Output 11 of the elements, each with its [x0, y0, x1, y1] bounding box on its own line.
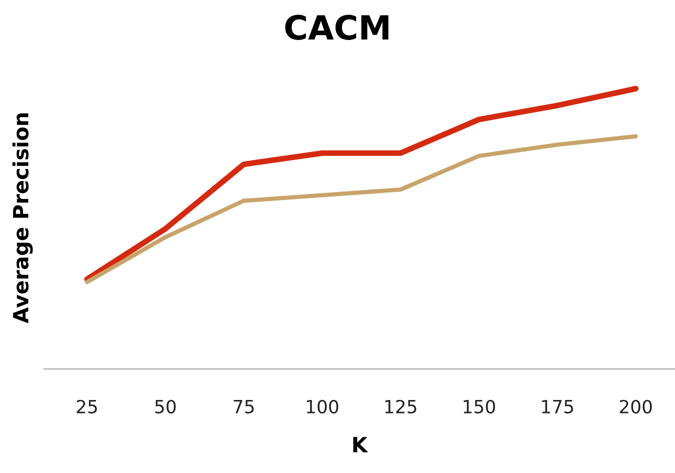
x-tick-label: 100: [306, 400, 338, 414]
x-tick-label: 175: [542, 400, 574, 414]
x-tick-label: 200: [620, 400, 652, 414]
x-tick-label: 150: [464, 400, 496, 414]
x-tick-label: 50: [155, 400, 176, 414]
x-tick-label: 75: [234, 400, 254, 414]
x-tick-label: 125: [385, 400, 416, 414]
y-axis-title: Average Precision: [12, 113, 33, 324]
x-axis-title: K: [353, 437, 368, 452]
chart-title: CACM: [285, 14, 388, 40]
x-tick-label: 25: [76, 400, 97, 414]
